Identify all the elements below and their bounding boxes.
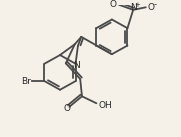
Text: O: O xyxy=(110,0,117,9)
Text: +: + xyxy=(135,2,141,8)
Text: O: O xyxy=(148,3,155,12)
Text: N: N xyxy=(130,3,136,12)
Text: Br: Br xyxy=(22,77,31,86)
Text: O: O xyxy=(64,104,71,113)
Text: OH: OH xyxy=(98,101,112,110)
Text: -: - xyxy=(154,0,157,9)
Text: N: N xyxy=(73,61,80,70)
